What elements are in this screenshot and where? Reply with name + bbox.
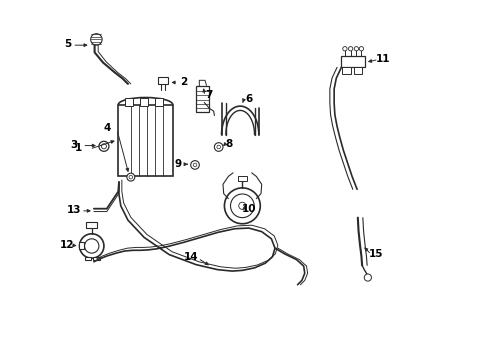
Circle shape	[101, 144, 106, 149]
Circle shape	[90, 34, 102, 45]
Text: 6: 6	[244, 94, 252, 104]
Bar	[125, 98, 133, 106]
Text: 1: 1	[75, 143, 82, 153]
Bar	[93, 257, 100, 260]
Circle shape	[129, 175, 132, 179]
Circle shape	[84, 239, 99, 253]
Circle shape	[238, 202, 245, 210]
Bar	[118, 105, 172, 176]
Circle shape	[230, 194, 254, 218]
Circle shape	[193, 163, 196, 167]
Text: 10: 10	[241, 204, 256, 215]
Text: 5: 5	[63, 40, 71, 49]
Bar	[353, 67, 362, 74]
Circle shape	[364, 274, 371, 281]
Bar	[84, 257, 91, 260]
Circle shape	[342, 46, 346, 51]
Bar	[140, 98, 147, 106]
Bar	[238, 176, 246, 181]
Circle shape	[224, 188, 260, 224]
Circle shape	[348, 46, 352, 51]
Bar	[79, 242, 83, 249]
Bar	[340, 56, 364, 67]
Circle shape	[359, 46, 363, 51]
Text: 2: 2	[180, 77, 187, 87]
Text: 3: 3	[70, 140, 77, 150]
Text: 14: 14	[184, 252, 198, 262]
Text: 12: 12	[60, 239, 75, 249]
Text: 13: 13	[66, 205, 81, 215]
Bar	[158, 77, 168, 84]
Circle shape	[217, 145, 220, 149]
Circle shape	[80, 234, 104, 258]
Circle shape	[214, 143, 223, 151]
Circle shape	[190, 161, 199, 169]
Circle shape	[353, 46, 358, 51]
Text: 11: 11	[375, 54, 389, 64]
Bar	[196, 86, 209, 112]
Text: 15: 15	[368, 249, 383, 259]
Bar	[155, 98, 163, 106]
Circle shape	[126, 173, 135, 181]
Text: 4: 4	[103, 123, 111, 133]
Bar	[86, 222, 97, 228]
Text: 7: 7	[205, 90, 213, 100]
Circle shape	[99, 141, 109, 151]
Bar	[341, 67, 350, 74]
Text: 9: 9	[174, 158, 181, 168]
Text: 8: 8	[225, 139, 233, 149]
